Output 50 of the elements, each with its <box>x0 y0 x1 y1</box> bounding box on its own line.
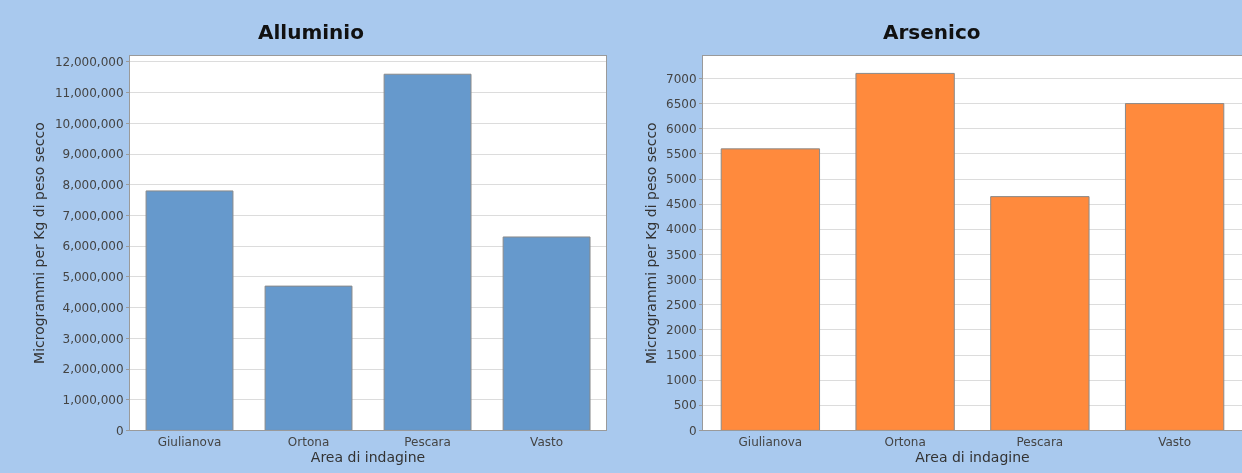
y-tick-label: 3000 <box>666 272 697 287</box>
bar <box>383 73 472 431</box>
chart-title: Arsenico <box>883 20 981 44</box>
x-tick-label: Ortona <box>287 434 330 449</box>
x-axis-title: Area di indagine <box>915 449 1030 466</box>
y-tick-label: 2500 <box>666 297 697 312</box>
y-tick-label: 4500 <box>666 197 697 212</box>
bar <box>264 285 353 431</box>
y-tick-label: 11,000,000 <box>54 85 124 100</box>
y-tick-label: 4000 <box>666 222 697 237</box>
y-tick-label: 12,000,000 <box>54 55 124 70</box>
x-tick-label: Vasto <box>1158 434 1192 449</box>
y-tick-label: 1,000,000 <box>62 392 124 407</box>
x-tick-label: Pescara <box>1016 434 1064 449</box>
bar <box>1124 103 1225 431</box>
y-tick-label: 8,000,000 <box>62 177 124 192</box>
y-tick-label: 3,000,000 <box>62 331 124 346</box>
y-tick-label: 6500 <box>666 96 697 111</box>
x-tick-label: Giulianova <box>157 434 222 449</box>
y-axis-title: Microgrammi per Kg di peso secco <box>31 122 48 364</box>
y-tick-label: 0 <box>688 423 697 438</box>
x-tick-label: Giulianova <box>738 434 803 449</box>
y-tick-label: 1500 <box>666 348 697 363</box>
y-tick-label: 500 <box>673 398 697 413</box>
y-tick-label: 1000 <box>666 373 697 388</box>
y-tick-label: 5000 <box>666 172 697 187</box>
y-tick-label: 7000 <box>666 71 697 86</box>
y-tick-label: 4,000,000 <box>62 300 124 315</box>
bar <box>720 148 821 431</box>
y-tick-label: 3500 <box>666 247 697 262</box>
chart-title: Alluminio <box>258 20 364 44</box>
bar <box>145 190 234 431</box>
y-tick-label: 7,000,000 <box>62 208 124 223</box>
x-tick-label: Ortona <box>884 434 926 449</box>
y-tick-label: 5500 <box>666 147 697 162</box>
y-tick-label: 9,000,000 <box>62 147 124 162</box>
y-tick-label: 0 <box>115 423 124 438</box>
bar <box>855 72 955 431</box>
y-tick-label: 2,000,000 <box>62 362 124 377</box>
y-axis-title: Microgrammi per Kg di peso secco <box>642 122 659 364</box>
y-tick-label: 6,000,000 <box>62 239 124 254</box>
x-axis-title: Area di indagine <box>310 449 426 466</box>
y-tick-label: 6000 <box>666 121 697 136</box>
y-tick-label: 5,000,000 <box>62 270 124 285</box>
x-tick-label: Vasto <box>530 434 564 449</box>
bar <box>990 196 1090 431</box>
bar <box>502 236 591 431</box>
y-tick-label: 2000 <box>666 323 697 338</box>
x-tick-label: Pescara <box>404 434 451 449</box>
y-tick-label: 10,000,000 <box>54 116 124 131</box>
